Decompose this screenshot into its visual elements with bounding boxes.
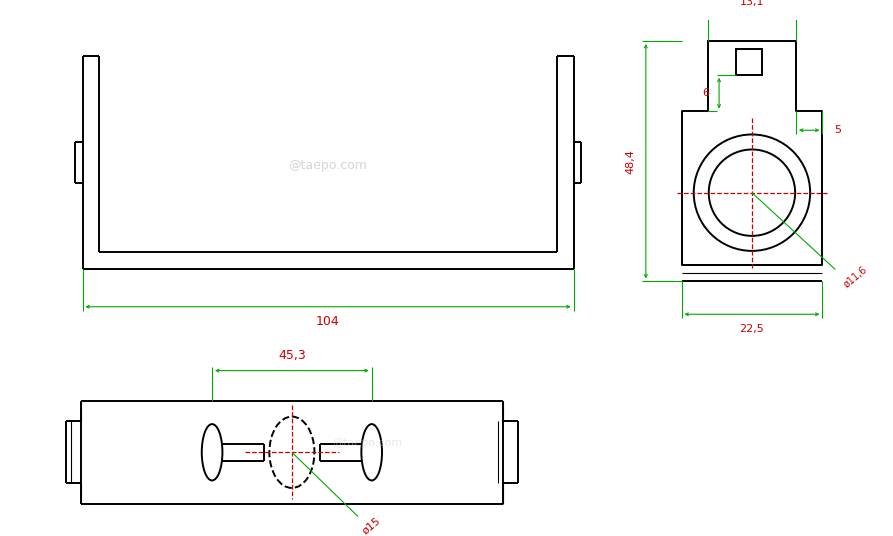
Bar — [736, 49, 763, 75]
Text: 22,5: 22,5 — [739, 324, 764, 334]
Text: 5: 5 — [834, 125, 841, 135]
Text: 6: 6 — [703, 88, 709, 98]
Text: 104: 104 — [316, 315, 340, 328]
Text: @taepo.com: @taepo.com — [288, 159, 367, 173]
Text: 13,1: 13,1 — [739, 0, 764, 6]
Text: ø15: ø15 — [360, 516, 382, 536]
Text: 45,3: 45,3 — [278, 349, 305, 362]
Text: @taepo.com: @taepo.com — [332, 438, 402, 448]
Text: @taepo.com: @taepo.com — [288, 159, 367, 173]
Text: 48,4: 48,4 — [626, 149, 636, 174]
Text: ø11,6: ø11,6 — [842, 264, 870, 289]
